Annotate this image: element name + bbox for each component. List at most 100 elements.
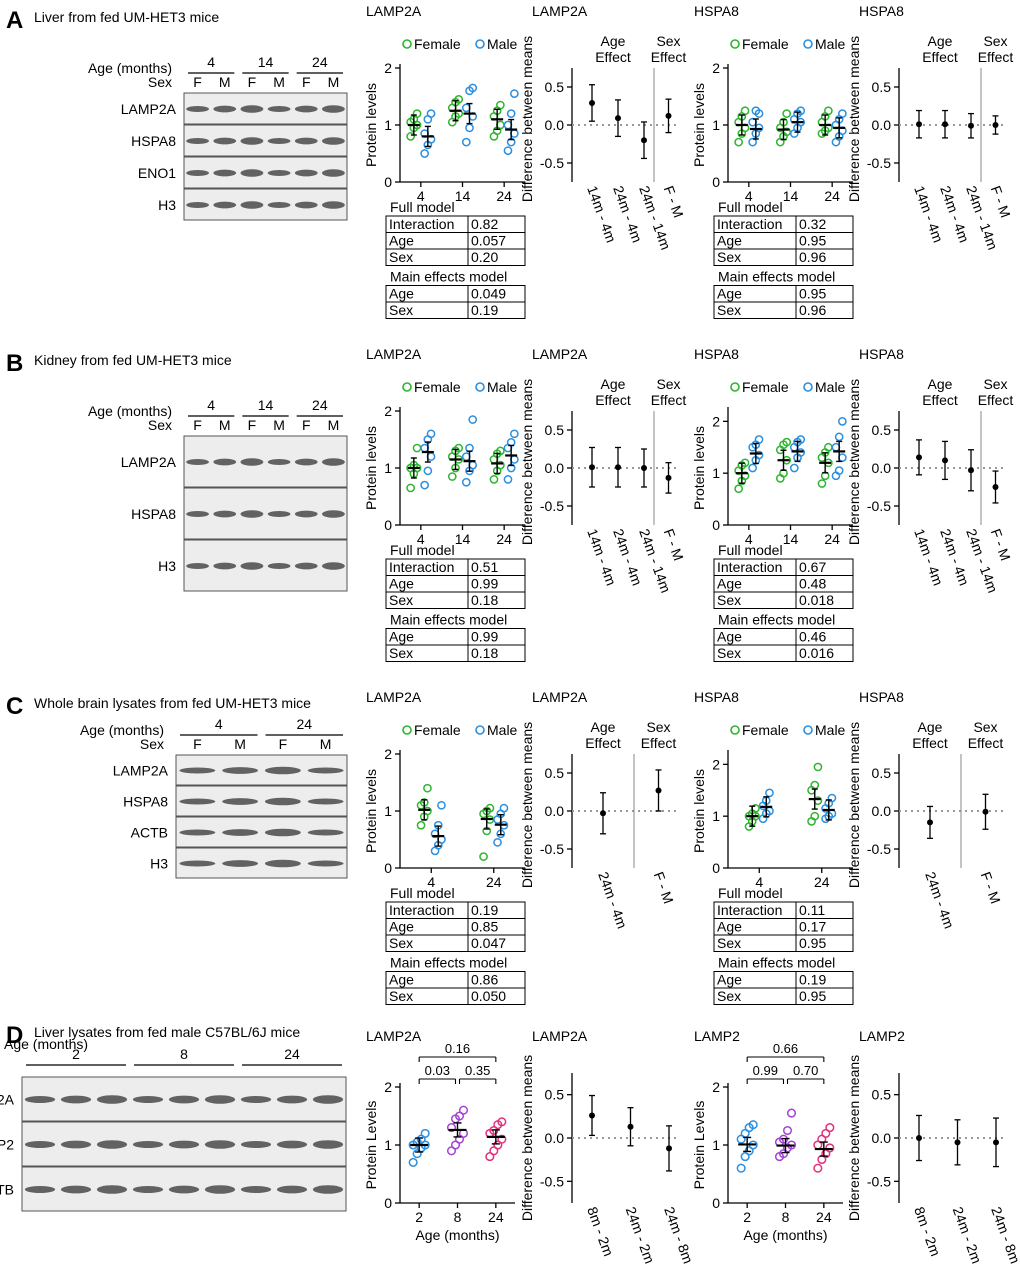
legend-male-label: Male	[815, 379, 846, 395]
y-axis-label: Protein levels	[691, 426, 707, 510]
x-tick-label: 4	[745, 188, 753, 204]
table-row-value: 0.82	[471, 216, 498, 232]
data-point-male	[423, 466, 433, 476]
chart-title: HSPA8	[859, 689, 904, 705]
comparison-label: 24m - 2m	[623, 1205, 658, 1266]
blot-band	[240, 105, 264, 113]
panel-letter: C	[6, 693, 23, 720]
x-axis-label: Age (months)	[743, 1227, 827, 1243]
bracket-label: 0.16	[445, 1041, 470, 1056]
comparison-label: 24m - 8m	[661, 1205, 696, 1266]
age-effect-label: Effect	[585, 735, 621, 751]
y-axis-label: Difference between means	[519, 1055, 535, 1221]
x-tick-label: 24	[486, 874, 502, 890]
x-tick-label: 14	[783, 531, 799, 547]
blot-strip-lamp2a	[183, 92, 348, 125]
legend-male-label: Male	[815, 36, 846, 52]
data-point-female	[734, 484, 743, 494]
data-point-male	[426, 429, 436, 439]
data-point-male	[827, 793, 837, 803]
legend-female-label: Female	[414, 36, 461, 52]
data-point-male	[789, 463, 799, 473]
y-axis-label: Difference between means	[846, 36, 862, 202]
blot-band	[322, 201, 345, 209]
chart-title: LAMP2A	[532, 3, 588, 19]
diff-point	[916, 121, 922, 128]
x-tick-label: 4	[417, 188, 425, 204]
data-point-male	[748, 463, 757, 473]
y-axis-label: Protein levels	[363, 769, 379, 853]
blot-sex-male: M	[328, 417, 340, 433]
blot-strip-eno1	[183, 156, 348, 189]
table-row-value: 0.047	[471, 935, 506, 951]
table-row-value: 0.95	[799, 988, 826, 1004]
panel-c: C Whole brain lysates from fed UM-HET3 mi…	[6, 689, 1006, 1005]
blot-band	[96, 1095, 128, 1104]
y-tick-label: 2	[384, 1079, 392, 1095]
blot-band	[294, 458, 318, 466]
table-row-label: Sex	[389, 645, 413, 661]
y-tick-label: -0.5	[867, 841, 891, 857]
blot-strip-hspa8	[183, 124, 348, 157]
panel-letter: D	[6, 1022, 23, 1049]
chart-title: HSPA8	[859, 346, 904, 362]
y-tick-label: 1	[384, 117, 392, 133]
y-tick-label: 0.5	[545, 79, 565, 95]
data-point-female	[485, 803, 495, 813]
bracket-label: 0.66	[773, 1041, 798, 1056]
table-title-main: Main effects model	[390, 955, 507, 971]
y-tick-label: 0.5	[872, 79, 892, 95]
blot-band-label-lamp2a: LAMP2A	[0, 1092, 15, 1108]
data-point	[782, 1125, 793, 1136]
data-point-male	[510, 89, 519, 99]
x-tick-label: 14	[455, 531, 471, 547]
chart-title: HSPA8	[694, 689, 739, 705]
y-tick-label: 1	[712, 117, 720, 133]
chart-d-1: LAMP2A 0 1 2 Protein Levels 2 8 24 Age (months) 0…	[363, 1028, 515, 1243]
blot-band-label-lamp2a: LAMP2A	[121, 101, 177, 117]
table-row-value: 0.049	[471, 286, 506, 302]
legend-female-marker	[402, 382, 412, 392]
blot-band-label-lamp2a: LAMP2A	[121, 454, 177, 470]
age-effect-label: Effect	[595, 49, 631, 65]
blot-band	[264, 859, 301, 868]
x-tick-label: 4	[745, 531, 753, 547]
data-point-male	[748, 137, 757, 147]
table-row-value: 0.17	[799, 919, 826, 935]
data-point-female	[496, 100, 505, 110]
panel-letter: B	[6, 350, 23, 377]
data-point-female	[406, 132, 415, 141]
table-row-label: Sex	[389, 988, 413, 1004]
x-tick-label: 4	[427, 874, 435, 890]
y-tick-label: 2	[712, 413, 720, 429]
blot-title: Liver lysates from fed male C57BL/6J mic…	[34, 1024, 300, 1040]
blot-sex-female: F	[302, 417, 311, 433]
data-point-male	[754, 435, 764, 444]
blot-band	[240, 1141, 272, 1148]
table-row-value: 0.057	[471, 233, 506, 249]
blot-band	[168, 1185, 200, 1194]
legend-male-marker	[803, 39, 813, 49]
blot-band	[240, 1186, 272, 1193]
diff-point	[942, 457, 948, 464]
table-row-value: 0.018	[799, 592, 834, 608]
blot-band	[186, 138, 209, 144]
blot-band	[213, 458, 237, 466]
data-point	[736, 1163, 746, 1173]
table-title-full: Full model	[390, 885, 455, 901]
blot-age-4: 4	[207, 54, 215, 70]
x-tick-label: 4	[417, 531, 425, 547]
comparison-label: 24m - 8m	[988, 1205, 1020, 1266]
chart-d-3: LAMP2 0 1 2 Protein Levels 2 8 24 Age (months) 0.…	[691, 1028, 843, 1243]
blot-band	[294, 169, 318, 177]
data-point-female	[734, 137, 743, 147]
blot-age-label: Age (months)	[88, 403, 172, 419]
blot-band-label-h3: H3	[150, 856, 168, 872]
x-tick-label: 2	[743, 1209, 751, 1225]
table-row-label: Interaction	[717, 902, 782, 918]
blot-sex-male: M	[273, 417, 285, 433]
chart-title: LAMP2A	[532, 346, 588, 362]
full-model-table	[713, 215, 854, 266]
